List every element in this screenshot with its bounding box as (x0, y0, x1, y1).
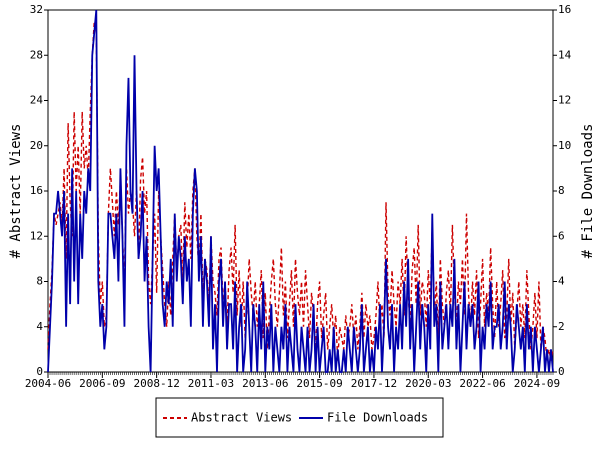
y2-axis-title: # File Downloads (580, 124, 596, 259)
x-tick-label: 2020-03 (405, 377, 451, 390)
series-line (47, 21, 554, 361)
y2-tick-label: 14 (558, 48, 572, 61)
y2-tick-label: 10 (558, 139, 571, 152)
y2-tick-label: 12 (558, 94, 571, 107)
y-tick-label: 28 (30, 48, 43, 61)
y-tick-label: 24 (30, 94, 44, 107)
y2-tick-label: 6 (558, 229, 565, 242)
y-tick-label: 0 (36, 365, 43, 378)
x-tick-label: 2006-09 (79, 377, 125, 390)
x-tick-label: 2008-12 (133, 377, 179, 390)
x-tick-label: 2011-03 (188, 377, 234, 390)
y-axis-title: # Abstract Views (8, 124, 24, 259)
legend-label: Abstract Views (191, 411, 292, 425)
x-tick-label: 2013-06 (242, 377, 288, 390)
legend-box (155, 397, 444, 438)
x-tick-label: 2004-06 (25, 377, 71, 390)
y2-tick-label: 2 (558, 320, 565, 333)
y2-tick-label: 8 (558, 184, 565, 197)
y-tick-label: 8 (36, 275, 43, 288)
x-tick-label: 2015-09 (296, 377, 342, 390)
x-tick-label: 2024-09 (514, 377, 560, 390)
y-tick-label: 4 (36, 320, 43, 333)
y2-tick-label: 16 (558, 3, 571, 16)
y2-tick-label: 4 (558, 275, 565, 288)
y-tick-label: 32 (30, 3, 43, 16)
y2-tick-label: 0 (558, 365, 565, 378)
y-tick-label: 16 (30, 184, 43, 197)
x-tick-label: 2022-06 (459, 377, 505, 390)
y-tick-label: 20 (30, 139, 43, 152)
y-tick-label: 12 (30, 229, 43, 242)
x-tick-label: 2017-12 (351, 377, 397, 390)
legend-label: File Downloads (327, 411, 428, 425)
series-line (47, 9, 554, 373)
